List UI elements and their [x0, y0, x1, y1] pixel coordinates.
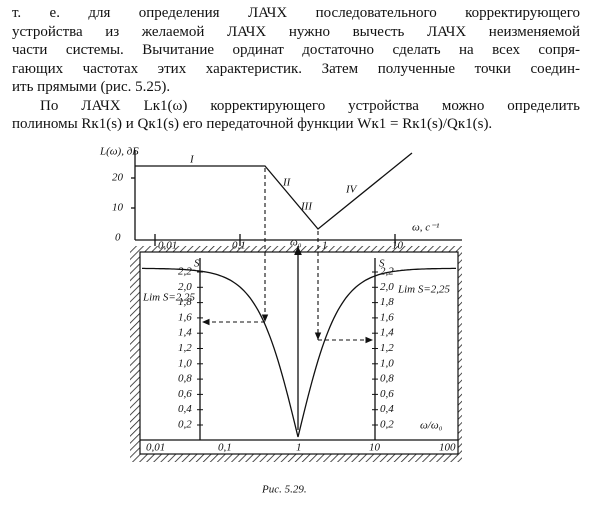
text-line: гающих частотах этих характеристик. Зате… [12, 60, 580, 77]
y-label: L(ω), дБ [99, 146, 139, 158]
y-tick-label: 0,8 [380, 373, 394, 385]
x-label: ω/ω₀ [420, 420, 443, 432]
y-tick-label: 2,0 [380, 281, 394, 293]
y-tick-label: 2,2 [380, 266, 394, 278]
text-line: устройства из желаемой ЛАЧХ нужно вычест… [12, 23, 580, 40]
x-tick-label: 1 [322, 240, 328, 252]
y-tick-label: 0,2 [178, 419, 192, 431]
y-tick-label: 10 [112, 202, 124, 214]
s-curve [142, 267, 456, 438]
region-label: III [300, 201, 313, 213]
y-tick-label: 0,2 [380, 419, 394, 431]
y-tick-label: 1,0 [178, 357, 192, 369]
region-label: I [189, 154, 195, 166]
text-line: части системы. Вычитание ординат достато… [12, 42, 580, 58]
y-tick-label: 1,6 [178, 311, 192, 323]
x-tick-label: 0,1 [218, 442, 232, 454]
limit-label: Lim S=2,25 [142, 292, 196, 304]
caption: Рис. 5.29. [261, 484, 307, 496]
region-label: IV [345, 184, 358, 196]
region-label: II [282, 177, 292, 189]
x-tick-label: 0,01 [146, 442, 165, 454]
y-tick-label: 1,6 [380, 311, 394, 323]
text-line: По ЛАЧХ Lк1(ω) корректирующего устройств… [40, 97, 580, 114]
text-line: т. е. для определения ЛАЧХ последователь… [12, 5, 580, 21]
y-tick-label: 0,6 [178, 388, 192, 400]
y-tick-label: 1,2 [178, 342, 192, 354]
y-tick-label: 0 [115, 232, 121, 244]
x-tick-label: 1 [296, 442, 302, 454]
x-tick-label: 10 [369, 442, 381, 454]
y-tick-label: 1,2 [380, 342, 394, 354]
y-tick-label: 1,4 [178, 327, 192, 339]
y-tick-label: 20 [112, 172, 124, 184]
y-tick-label: 1,0 [380, 357, 394, 369]
x-tick-label: 10 [392, 240, 404, 252]
y-tick-label: 0,4 [380, 403, 394, 415]
y-tick-label: 1,8 [380, 296, 394, 308]
y-tick-label: 0,6 [380, 388, 394, 400]
y-tick-label: 1,8 [178, 296, 192, 308]
lachh-curve [135, 152, 413, 230]
text-block: т. е. для определения ЛАЧХ последователь… [12, 4, 580, 134]
s-label: S [194, 258, 200, 270]
omega0-label: ω₀ [290, 237, 302, 249]
y-tick-label: 1,4 [380, 327, 394, 339]
text-line: ить прямыми (рис. 5.25). [12, 79, 171, 95]
s-label: S [379, 258, 385, 270]
y-tick-label: 0,4 [178, 403, 192, 415]
x-tick-label: 100 [439, 442, 456, 454]
y-tick-label: 0,8 [178, 373, 192, 385]
limit-label: Lim S=2,25 [397, 284, 451, 296]
y-tick-label: 2,0 [178, 281, 192, 293]
y-tick-label: 2,2 [178, 266, 192, 278]
text-line: полиномы Rк1(s) и Qк1(s) его передаточно… [12, 116, 493, 132]
x-label: ω, c⁻¹ [412, 222, 439, 234]
